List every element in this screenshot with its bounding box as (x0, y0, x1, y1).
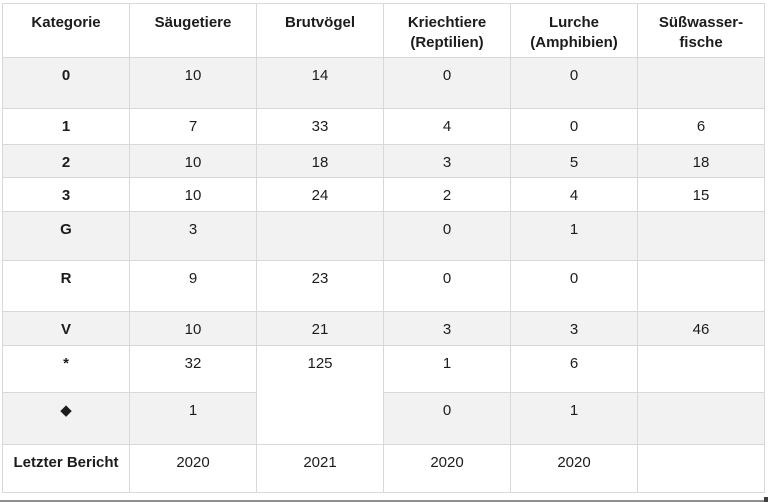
table-cell: 10 (129, 311, 257, 346)
table-cell (637, 345, 765, 393)
table-cell: 1 (383, 345, 511, 393)
header-line: fische (679, 34, 723, 51)
table-cell: 2020 (383, 444, 511, 493)
table-cell (256, 211, 384, 261)
table-cell: 6 (510, 345, 638, 393)
table-cell: 3 (129, 211, 257, 261)
header-line: (Amphibien) (530, 34, 618, 51)
row-label: G (2, 211, 130, 261)
column-header-suesswasserfische: Süßwasser-fische (637, 3, 765, 58)
table-cell: 1 (510, 392, 638, 445)
header-line: Brutvögel (284, 14, 355, 31)
table-cell: 0 (383, 57, 511, 109)
row-label-diamond-icon: ◆ (2, 392, 130, 445)
table-cell: 4 (383, 108, 511, 145)
table-cell: 14 (256, 57, 384, 109)
column-header-kriechtiere: Kriechtiere (Reptilien) (383, 3, 511, 58)
table-cell: 15 (637, 177, 765, 212)
table-cell: 33 (256, 108, 384, 145)
table-cell: 9 (129, 260, 257, 312)
table-cell (637, 260, 765, 312)
row-label: 2 (2, 144, 130, 178)
table-cell-merged: 125 (256, 345, 384, 445)
table-row-2: 2 10 18 3 5 18 (2, 144, 765, 178)
table-cell: 10 (129, 57, 257, 109)
row-label: 1 (2, 108, 130, 145)
table-cell: 2 (383, 177, 511, 212)
column-header-saeugetiere: Säugetiere (129, 3, 257, 58)
table-cell: 23 (256, 260, 384, 312)
table-cell: 18 (256, 144, 384, 178)
table-row-3: 3 10 24 2 4 15 (2, 177, 765, 212)
row-label: R (2, 260, 130, 312)
table-cell: 0 (510, 108, 638, 145)
species-status-table: Kategorie Säugetiere Brutvögel Kriechtie… (2, 3, 765, 493)
header-row: Kategorie Säugetiere Brutvögel Kriechtie… (2, 3, 765, 58)
table-row-0: 0 10 14 0 0 (2, 57, 765, 109)
table-cell (637, 392, 765, 445)
table-cell: 7 (129, 108, 257, 145)
table-cell: 0 (383, 260, 511, 312)
corner-artifact (764, 497, 768, 502)
table-cell: 2020 (129, 444, 257, 493)
table-cell: 3 (383, 144, 511, 178)
row-label: Letzter Bericht (2, 444, 130, 493)
table-cell: 3 (383, 311, 511, 346)
table-cell: 2020 (510, 444, 638, 493)
table-cell: 24 (256, 177, 384, 212)
table-cell: 3 (510, 311, 638, 346)
table-row-letzter-bericht: Letzter Bericht 2020 2021 2020 2020 (2, 444, 765, 493)
table-row-1: 1 7 33 4 0 6 (2, 108, 765, 145)
table-cell: 10 (129, 177, 257, 212)
table-cell: 1 (510, 211, 638, 261)
table-row-r: R 9 23 0 0 (2, 260, 765, 312)
table-cell: 0 (383, 211, 511, 261)
table-cell: 18 (637, 144, 765, 178)
header-line: Kriechtiere (407, 14, 487, 31)
row-label: 3 (2, 177, 130, 212)
column-header-brutvoegel: Brutvögel (256, 3, 384, 58)
table-row-v: V 10 21 3 3 46 (2, 311, 765, 346)
table-cell: 0 (510, 57, 638, 109)
table-row-asterisk: * 32 125 1 6 (2, 345, 765, 445)
table-cell: 0 (383, 392, 511, 445)
header-line: Lurche (548, 14, 599, 31)
table-cell: 6 (637, 108, 765, 145)
table-cell (637, 211, 765, 261)
header-line: Kategorie (31, 14, 101, 31)
table-row-diamond: ◆ 1 0 1 (2, 392, 765, 445)
table-cell: 2021 (256, 444, 384, 493)
header-line: Süßwasser- (658, 14, 744, 31)
table-cell: 21 (256, 311, 384, 346)
table-cell (637, 57, 765, 109)
column-header-kategorie: Kategorie (2, 3, 130, 58)
row-label: 0 (2, 57, 130, 109)
table-cell: 0 (510, 260, 638, 312)
table-cell: 46 (637, 311, 765, 346)
table-row-g: G 3 0 1 (2, 211, 765, 261)
row-label: V (2, 311, 130, 346)
header-line: (Reptilien) (410, 34, 484, 51)
table-cell: 5 (510, 144, 638, 178)
table-cell: 10 (129, 144, 257, 178)
column-header-lurche: Lurche (Amphibien) (510, 3, 638, 58)
table-cell (637, 444, 765, 493)
header-line: Säugetiere (154, 14, 232, 31)
row-label: * (2, 345, 130, 393)
table-cell: 4 (510, 177, 638, 212)
table-cell: 1 (129, 392, 257, 445)
table-cell: 32 (129, 345, 257, 393)
